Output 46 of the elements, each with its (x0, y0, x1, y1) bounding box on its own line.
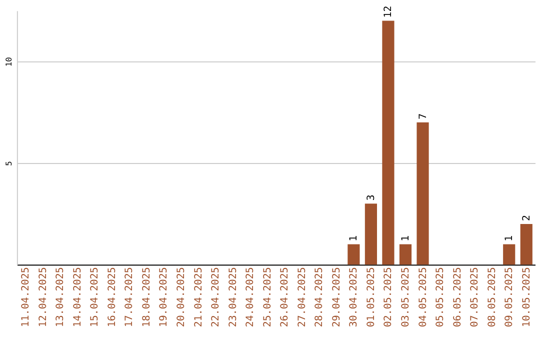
x-tick-label: 13.04.2025 (55, 267, 66, 328)
bar (382, 20, 394, 265)
x-tick-label: 25.04.2025 (262, 267, 274, 328)
x-tick-label: 01.05.2025 (366, 267, 377, 328)
x-tick-label: 12.04.2025 (38, 267, 49, 328)
x-tick-label: 02.05.2025 (383, 267, 394, 328)
y-tick-label: 10 (4, 56, 14, 67)
bar (416, 122, 429, 265)
x-tick-label: 30.04.2025 (348, 267, 360, 328)
x-tick-label: 04.05.2025 (418, 267, 429, 328)
data-label: 3 (366, 194, 377, 201)
bar (399, 244, 412, 265)
x-tick-label: 19.04.2025 (158, 267, 170, 328)
bar (520, 224, 532, 265)
x-tick-label: 21.04.2025 (193, 267, 204, 328)
x-tick-label: 26.04.2025 (280, 267, 291, 328)
x-tick-label: 28.04.2025 (314, 267, 326, 328)
bar (503, 244, 516, 265)
bar (364, 204, 378, 265)
x-tick-label: 06.05.2025 (452, 267, 464, 328)
x-tick-label: 20.04.2025 (176, 267, 187, 328)
x-tick-label: 29.04.2025 (331, 267, 342, 328)
x-tick-label: 11.04.2025 (20, 267, 32, 328)
x-tick-label: 18.04.2025 (141, 267, 152, 328)
y-tick-label: 5 (4, 160, 14, 166)
x-tick-label: 15.04.2025 (90, 267, 101, 328)
x-tick-label: 27.04.2025 (296, 267, 308, 328)
x-tick-label: 10.05.2025 (521, 267, 532, 328)
data-label: 2 (521, 215, 532, 221)
x-tick-label: 03.05.2025 (400, 267, 412, 328)
data-label: 7 (418, 113, 429, 120)
x-tick-label: 17.04.2025 (124, 267, 136, 328)
data-label: 1 (504, 235, 516, 242)
data-label: 12 (383, 6, 394, 18)
data-label: 1 (400, 235, 412, 242)
x-tick-label: 09.05.2025 (504, 267, 516, 328)
x-tick-label: 23.04.2025 (228, 267, 239, 328)
x-tick-label: 14.04.2025 (72, 267, 84, 328)
x-tick-label: 22.04.2025 (210, 267, 222, 328)
bar (348, 244, 360, 265)
x-tick-label: 24.04.2025 (245, 267, 256, 328)
data-label: 1 (348, 235, 360, 242)
x-tick-label: 08.05.2025 (486, 267, 498, 328)
x-tick-label: 16.04.2025 (106, 267, 118, 328)
x-tick-label: 05.05.2025 (435, 267, 446, 328)
x-tick-label: 07.05.2025 (470, 267, 481, 328)
